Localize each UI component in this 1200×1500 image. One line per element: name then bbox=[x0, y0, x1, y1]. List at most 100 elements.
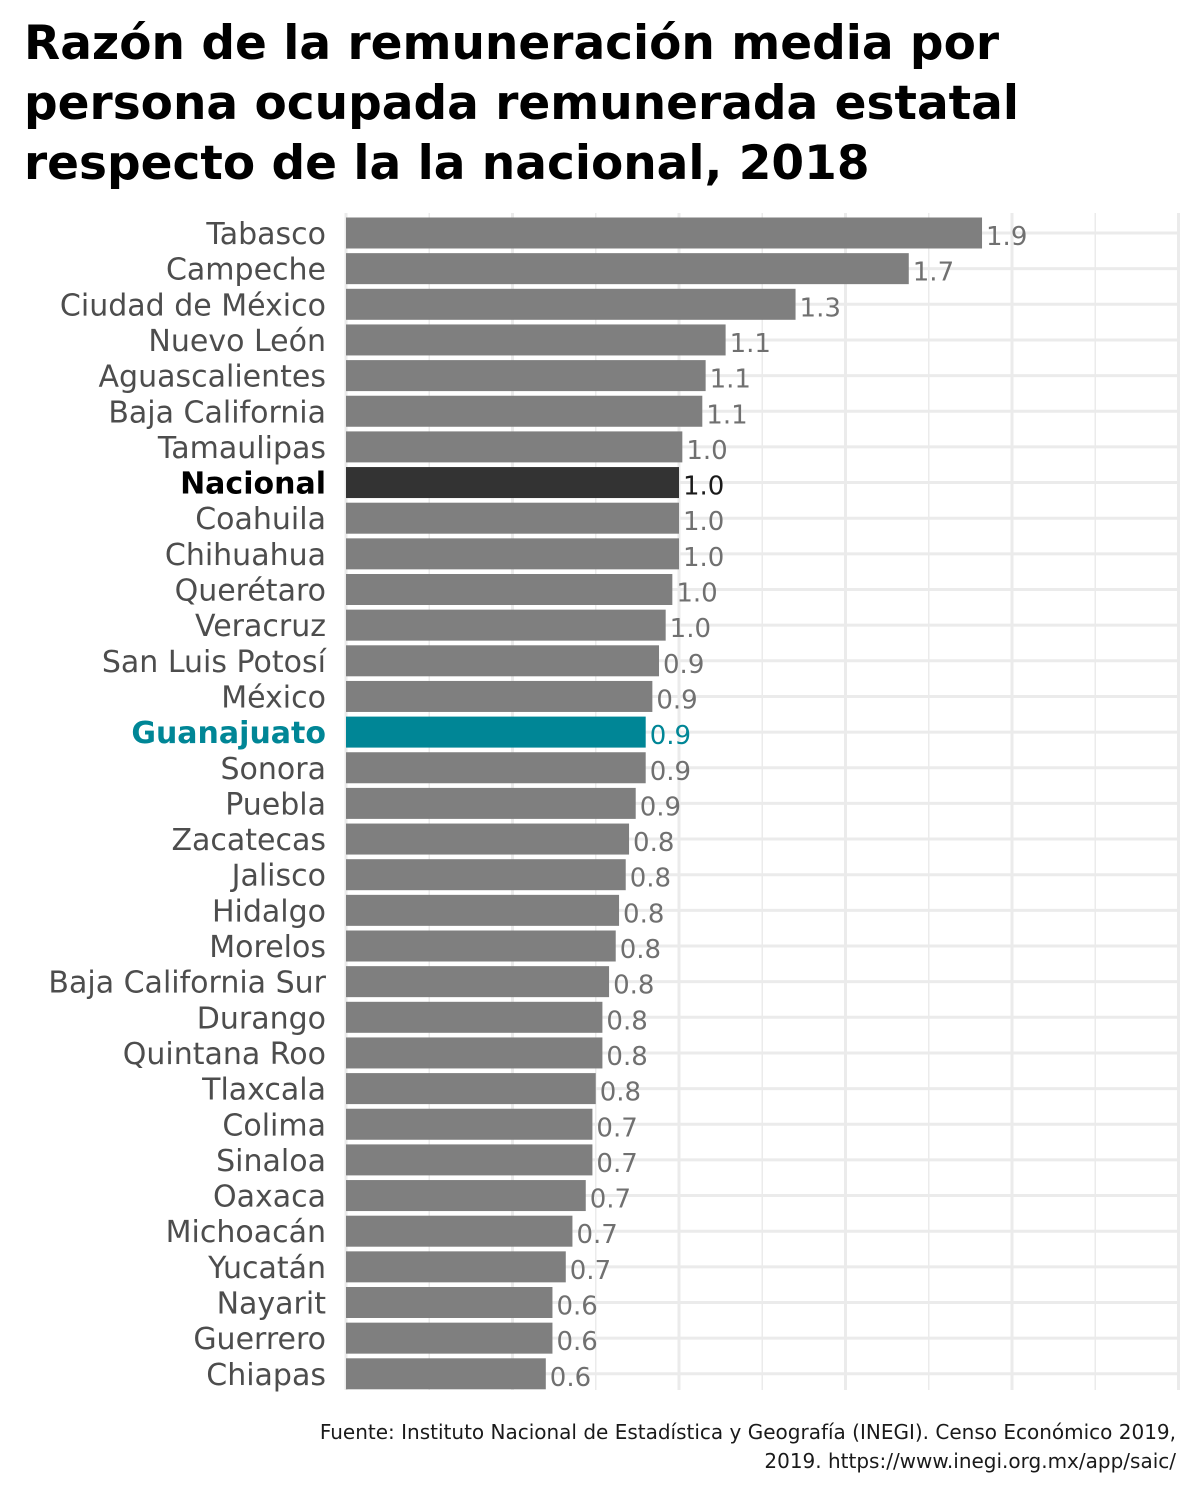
category-label: Puebla bbox=[225, 787, 326, 822]
value-label: 0.9 bbox=[663, 650, 704, 680]
category-label: Michoacán bbox=[166, 1215, 326, 1250]
bar bbox=[346, 787, 636, 819]
bar bbox=[346, 1108, 593, 1140]
value-label: 1.9 bbox=[986, 222, 1027, 252]
category-label: Ciudad de México bbox=[60, 288, 326, 323]
value-label: 0.8 bbox=[633, 828, 674, 858]
bar bbox=[346, 1287, 553, 1318]
category-label: Nacional bbox=[180, 467, 326, 502]
category-label: Nayarit bbox=[217, 1287, 327, 1322]
value-label: 0.7 bbox=[596, 1149, 637, 1179]
value-label: 1.0 bbox=[686, 436, 727, 466]
category-label: Aguascalientes bbox=[99, 360, 326, 395]
category-label: Nuevo León bbox=[148, 324, 326, 359]
bar bbox=[346, 752, 646, 784]
category-label: Hidalgo bbox=[212, 894, 326, 929]
category-label: Baja California Sur bbox=[48, 966, 326, 1001]
category-label: Colima bbox=[222, 1108, 326, 1143]
bar bbox=[346, 253, 909, 285]
category-label: Sonora bbox=[221, 752, 326, 787]
value-label: 1.0 bbox=[676, 579, 717, 609]
category-label: Guerrero bbox=[193, 1322, 326, 1357]
bar bbox=[346, 467, 679, 499]
category-label: Durango bbox=[197, 1001, 326, 1036]
category-label: Sinaloa bbox=[216, 1144, 326, 1179]
category-label: Tabasco bbox=[205, 217, 326, 252]
bar bbox=[346, 966, 610, 998]
value-label: 0.8 bbox=[620, 935, 661, 965]
value-label: 0.7 bbox=[570, 1256, 611, 1286]
category-label: Quintana Roo bbox=[123, 1037, 326, 1072]
value-label: 1.1 bbox=[710, 365, 751, 395]
bar bbox=[346, 716, 646, 748]
bar bbox=[346, 1073, 596, 1105]
value-label: 1.0 bbox=[670, 614, 711, 644]
category-label: Tlaxcala bbox=[201, 1073, 326, 1108]
value-label: 1.0 bbox=[683, 472, 724, 502]
value-label: 0.9 bbox=[640, 792, 681, 822]
bar bbox=[346, 894, 620, 926]
value-label: 0.9 bbox=[650, 757, 691, 787]
value-label: 0.8 bbox=[600, 1078, 641, 1108]
category-label: Veracruz bbox=[195, 609, 326, 644]
value-label: 0.7 bbox=[596, 1113, 637, 1143]
bar bbox=[346, 324, 726, 356]
value-label: 0.7 bbox=[576, 1220, 617, 1250]
category-label: México bbox=[221, 680, 326, 715]
value-label: 0.9 bbox=[650, 721, 691, 751]
bar bbox=[346, 217, 983, 249]
bar bbox=[346, 1251, 566, 1283]
category-label: Zacatecas bbox=[171, 823, 326, 858]
category-label: Morelos bbox=[209, 930, 326, 965]
bar bbox=[346, 395, 703, 427]
value-label: 1.0 bbox=[683, 543, 724, 573]
bar bbox=[346, 645, 660, 677]
value-label: 0.6 bbox=[550, 1363, 591, 1393]
bar bbox=[346, 930, 616, 962]
value-label: 0.8 bbox=[623, 899, 664, 929]
bar bbox=[346, 1180, 586, 1212]
value-label: 1.1 bbox=[706, 400, 747, 430]
value-labels: 1.9 1.7 1.3 1.1 1.1 1.1 1.0 1.0 1.0 1.0 1.0 1.0 0.9 0… bbox=[550, 222, 1028, 1393]
bar bbox=[346, 360, 706, 392]
bar bbox=[346, 1322, 553, 1354]
bar bbox=[346, 574, 673, 605]
category-label: San Luis Potosí bbox=[102, 645, 328, 680]
value-label: 1.7 bbox=[913, 258, 954, 288]
category-label: Guanajuato bbox=[131, 716, 326, 751]
bar bbox=[346, 1037, 603, 1069]
category-label: Querétaro bbox=[175, 574, 326, 609]
category-label: Jalisco bbox=[230, 859, 326, 894]
chart-source: Fuente: Instituto Nacional de Estadístic… bbox=[319, 1420, 1176, 1473]
bar bbox=[346, 288, 796, 320]
chart-title: Razón de la remuneración media por perso… bbox=[24, 16, 1019, 191]
bar bbox=[346, 823, 630, 855]
value-label: 1.3 bbox=[800, 293, 841, 323]
bar bbox=[346, 1358, 546, 1390]
category-label: Yucatán bbox=[207, 1251, 326, 1286]
value-label: 1.1 bbox=[730, 329, 771, 359]
value-label: 0.8 bbox=[606, 1006, 647, 1036]
value-label: 0.6 bbox=[556, 1327, 597, 1357]
bar bbox=[346, 502, 679, 534]
bars bbox=[346, 217, 983, 1390]
bar bbox=[346, 538, 679, 570]
value-label: 0.6 bbox=[556, 1292, 597, 1322]
bar bbox=[346, 609, 666, 641]
bar bbox=[346, 1144, 593, 1176]
bar bbox=[346, 680, 653, 712]
bar bbox=[346, 1215, 573, 1247]
value-label: 0.8 bbox=[606, 1042, 647, 1072]
category-label: Chiapas bbox=[206, 1358, 326, 1393]
category-label: Coahuila bbox=[195, 502, 326, 537]
category-label: Campeche bbox=[166, 253, 326, 288]
category-label: Oaxaca bbox=[213, 1180, 326, 1215]
value-label: 0.7 bbox=[590, 1185, 631, 1215]
bar bbox=[346, 431, 683, 463]
value-label: 0.8 bbox=[613, 971, 654, 1001]
category-label: Tamaulipas bbox=[157, 431, 326, 466]
value-label: 0.8 bbox=[630, 864, 671, 894]
value-label: 0.9 bbox=[656, 685, 697, 715]
